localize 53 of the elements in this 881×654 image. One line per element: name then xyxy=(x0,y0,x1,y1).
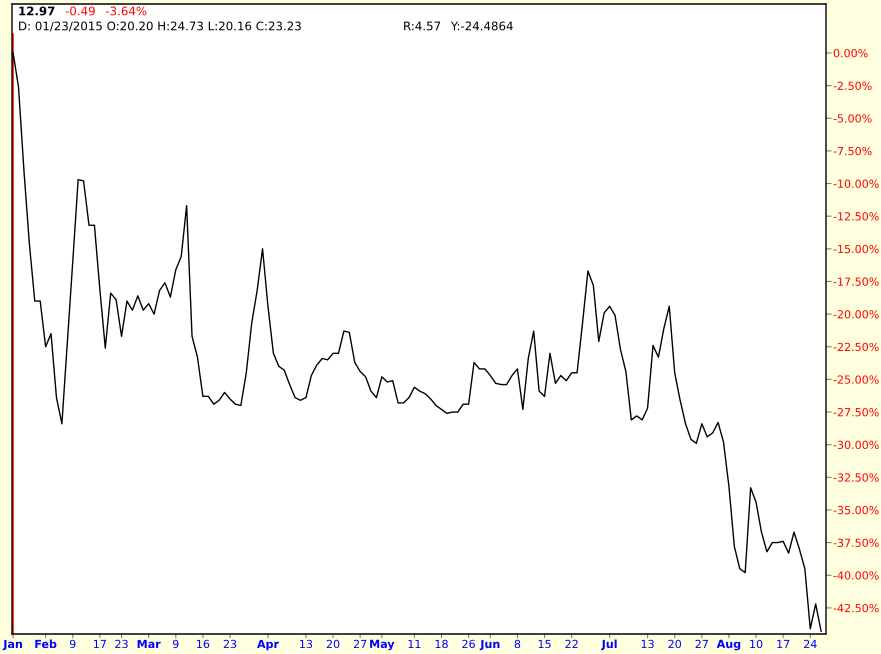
x-tick-label: Jan xyxy=(2,640,22,650)
x-tick-label: Apr xyxy=(257,640,279,650)
y-tick-label: -2.50% xyxy=(833,82,872,90)
y-tick-label: 0.00% xyxy=(834,48,868,58)
x-tick-label: 13 xyxy=(642,640,654,648)
x-tick-label: 13 xyxy=(300,640,312,648)
x-tick-label: 10 xyxy=(750,640,762,648)
x-tick-label: Aug xyxy=(716,640,740,650)
x-tick-label: 20 xyxy=(668,640,682,648)
x-tick-label: 11 xyxy=(408,640,420,648)
x-tick-label: 23 xyxy=(115,640,128,648)
x-tick-label: May xyxy=(370,640,394,650)
annotation: -0.49 xyxy=(66,6,95,16)
y-tick-label: -10.00% xyxy=(833,180,879,188)
annotation: D: 01/23/2015 O:20.20 H:24.73 L:20.16 C:23.23 xyxy=(19,21,301,32)
x-tick-label: 18 xyxy=(436,640,448,648)
x-tick-label: 17 xyxy=(777,640,790,648)
x-tick-label: Jul xyxy=(601,640,617,650)
x-tick-label: 15 xyxy=(538,640,551,648)
x-tick-label: 27 xyxy=(354,640,366,648)
x-tick-label: 24 xyxy=(804,640,817,648)
y-tick-label: -17.50% xyxy=(833,277,879,286)
y-tick-label: -32.50% xyxy=(833,473,879,482)
x-tick-label: 17 xyxy=(94,640,106,648)
x-tick-label: 23 xyxy=(224,640,236,648)
y-tick-label: -7.50% xyxy=(833,146,872,156)
annotation: 12.97 xyxy=(19,6,54,16)
y-tick-label: -20.00% xyxy=(833,310,879,318)
y-tick-label: -22.50% xyxy=(833,342,879,352)
x-tick-label: 26 xyxy=(462,640,475,648)
y-tick-label: -37.50% xyxy=(833,538,879,547)
annotation: R:4.57 xyxy=(404,22,440,30)
x-tick-label: Feb xyxy=(35,640,56,648)
y-tick-label: -5.00% xyxy=(833,114,872,123)
x-tick-label: Jun xyxy=(480,640,500,650)
x-tick-label: 8 xyxy=(514,640,520,648)
y-tick-label: -25.00% xyxy=(833,375,879,384)
x-tick-label: 16 xyxy=(197,640,210,648)
annotation: Y:-24.4864 xyxy=(450,21,513,30)
x-tick-label: 9 xyxy=(70,640,76,648)
y-tick-label: -27.50% xyxy=(833,408,879,416)
y-tick-label: -40.00% xyxy=(833,571,879,580)
y-tick-label: -42.50% xyxy=(833,604,879,612)
x-tick-label: 27 xyxy=(696,640,708,648)
x-tick-label: Mar xyxy=(138,640,161,648)
y-tick-label: -35.00% xyxy=(833,506,879,514)
x-tick-label: 20 xyxy=(326,640,340,648)
annotation: -3.64% xyxy=(106,6,146,16)
y-tick-label: -12.50% xyxy=(833,212,879,221)
x-tick-label: 22 xyxy=(565,640,578,648)
y-tick-label: -30.00% xyxy=(833,440,879,450)
y-tick-label: -15.00% xyxy=(833,244,879,254)
x-tick-label: 9 xyxy=(172,640,179,648)
